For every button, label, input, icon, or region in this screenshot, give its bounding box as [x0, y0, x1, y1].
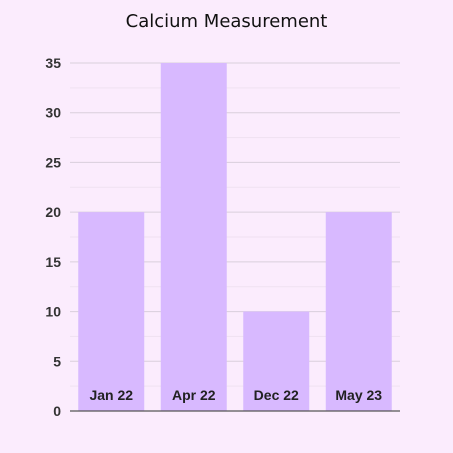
y-tick-label: 25	[45, 154, 61, 170]
y-tick-label: 10	[45, 304, 61, 320]
y-tick-label: 35	[45, 55, 61, 71]
x-category-label: Apr 22	[172, 387, 216, 403]
bar-dec-22	[243, 311, 310, 411]
y-tick-label: 0	[53, 403, 61, 419]
bar-jan-22	[78, 212, 145, 411]
y-tick-label: 15	[45, 254, 61, 270]
y-tick-label: 20	[45, 204, 61, 220]
bar-apr-22	[160, 63, 227, 411]
bar-may-23	[325, 212, 392, 411]
x-category-label: May 23	[335, 387, 382, 403]
x-category-label: Jan 22	[89, 387, 133, 403]
chart-title: Calcium Measurement	[125, 11, 328, 32]
y-tick-label: 30	[45, 105, 61, 121]
x-category-label: Dec 22	[254, 387, 299, 403]
y-tick-label: 5	[53, 353, 61, 369]
